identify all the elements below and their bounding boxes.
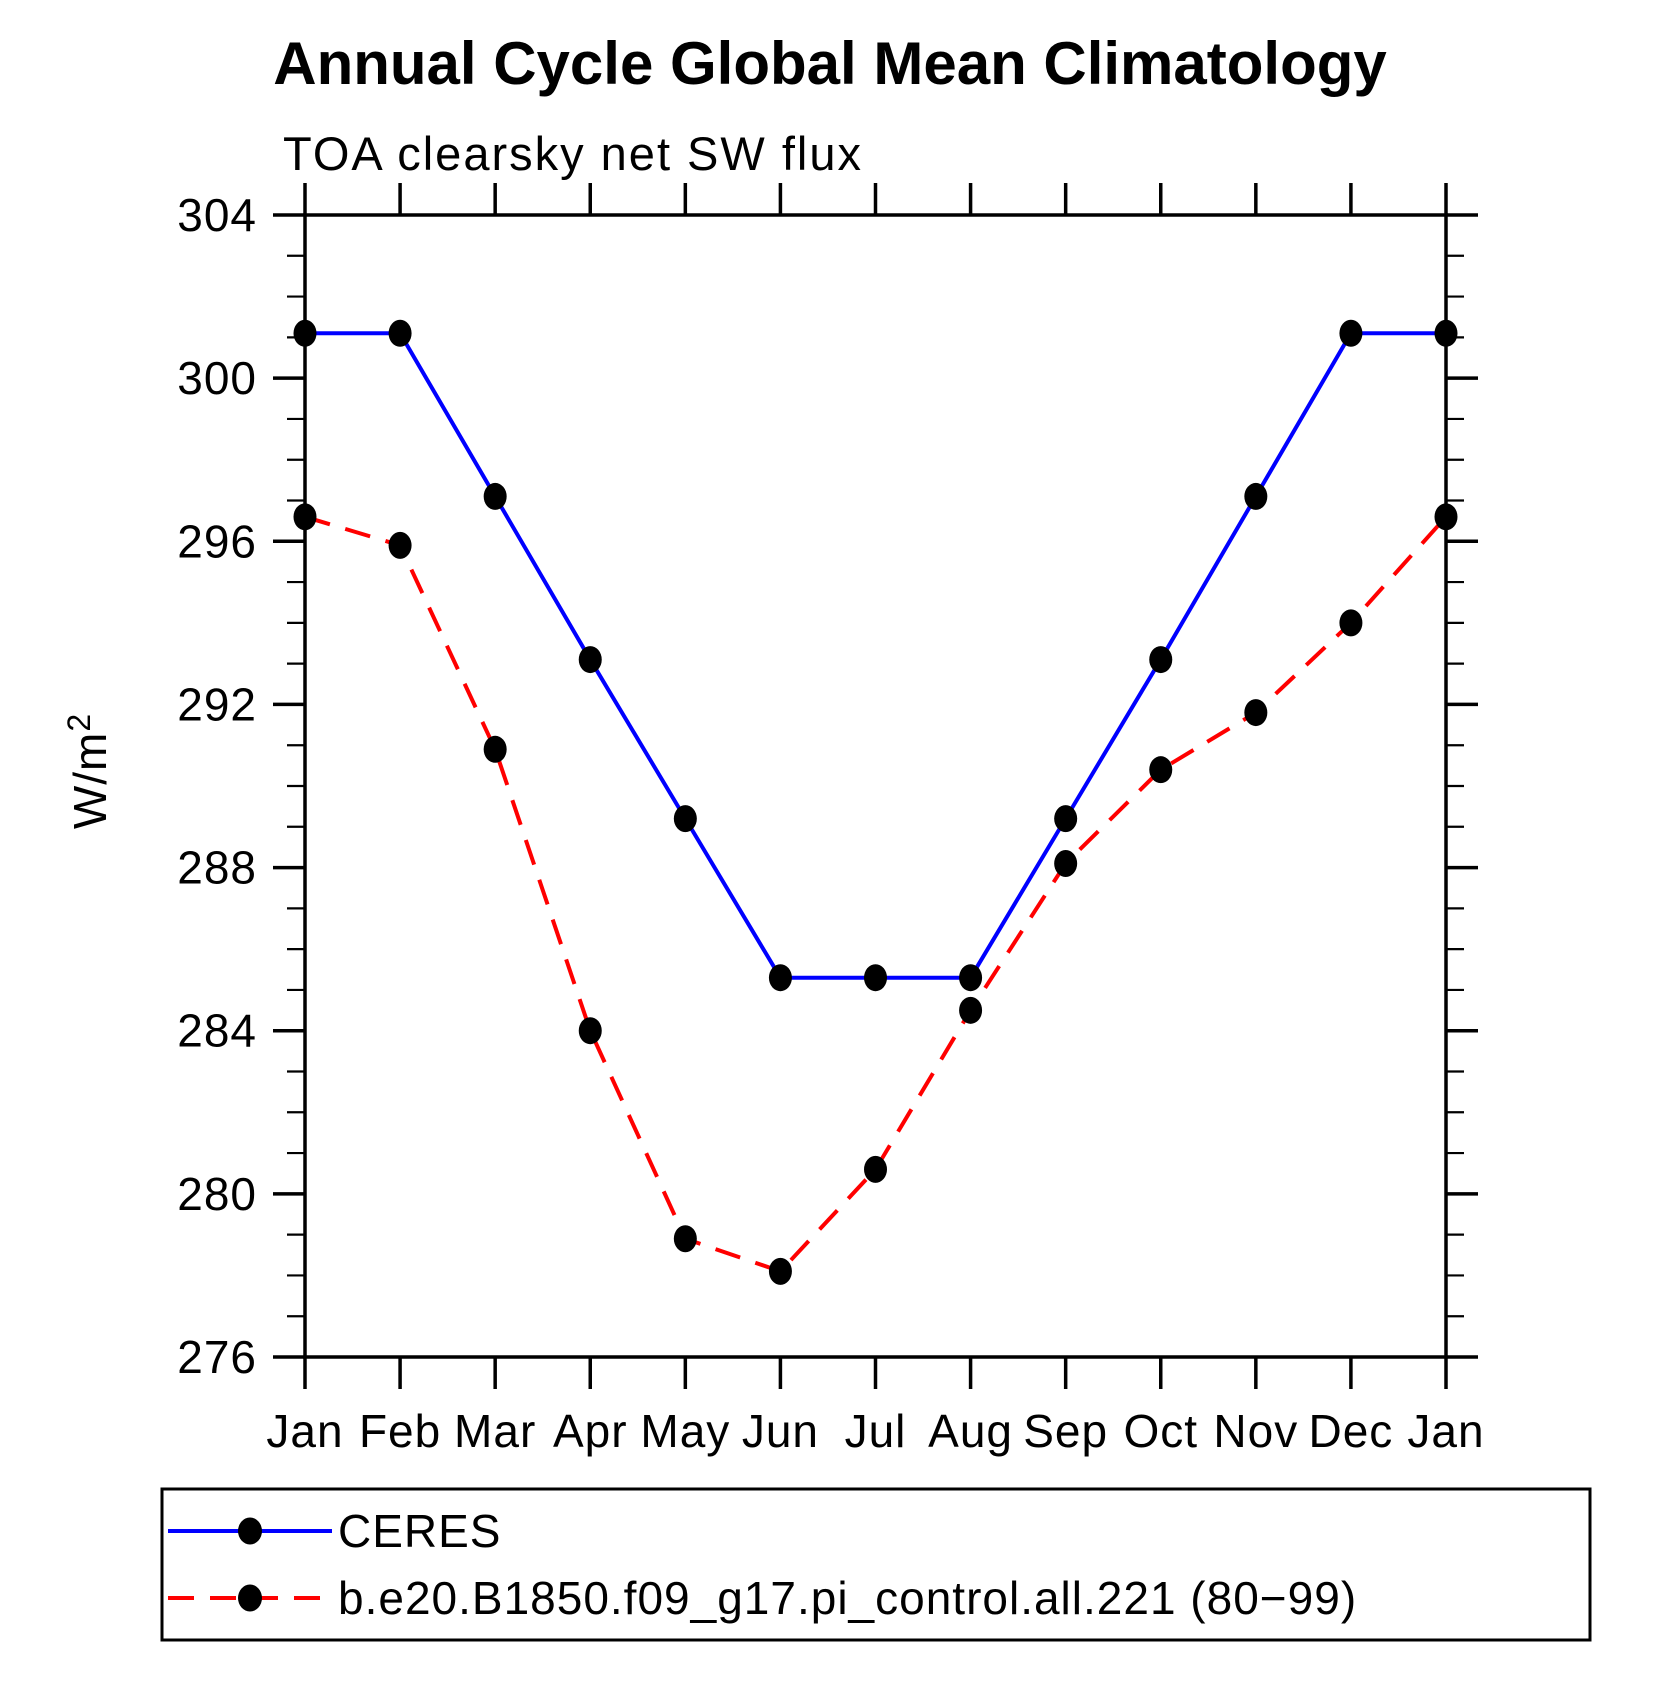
x-tick-label: Jan bbox=[1407, 1405, 1484, 1457]
chart-legend: CERES b.e20.B1850.f09_g17.pi_control.all.… bbox=[160, 1487, 1592, 1642]
x-tick-label: Jul bbox=[845, 1405, 907, 1457]
chart-title: Annual Cycle Global Mean Climatology bbox=[273, 30, 1387, 97]
x-tick-label: Feb bbox=[359, 1405, 441, 1457]
x-tick-label: May bbox=[640, 1405, 730, 1457]
data-point bbox=[673, 805, 697, 833]
data-point bbox=[578, 1017, 602, 1045]
data-point bbox=[1244, 699, 1268, 727]
data-point bbox=[1339, 609, 1363, 637]
legend-box bbox=[160, 1487, 1592, 1642]
legend-sample-marker-1 bbox=[238, 1584, 262, 1612]
data-point bbox=[388, 319, 412, 347]
data-point bbox=[959, 996, 983, 1024]
data-point bbox=[578, 646, 602, 674]
x-tick-label: Mar bbox=[454, 1405, 536, 1457]
y-tick-label: 304 bbox=[177, 189, 257, 241]
x-tick-label: Jan bbox=[266, 1405, 343, 1457]
x-tick-label: Sep bbox=[1023, 1405, 1108, 1457]
x-tick-label: Apr bbox=[553, 1405, 628, 1457]
y-tick-label: 284 bbox=[177, 1005, 257, 1057]
y-tick-label: 288 bbox=[177, 842, 257, 894]
y-axis-label-base: W/m bbox=[64, 732, 116, 830]
legend-sample-marker-0 bbox=[238, 1517, 262, 1545]
data-point bbox=[864, 964, 887, 992]
y-tick-label: 280 bbox=[177, 1168, 257, 1220]
plot-series bbox=[293, 319, 1458, 1285]
x-tick-label: Dec bbox=[1309, 1405, 1394, 1457]
data-point bbox=[1434, 503, 1458, 531]
y-tick-label: 296 bbox=[177, 515, 257, 567]
data-point bbox=[293, 503, 317, 531]
data-point bbox=[768, 964, 792, 992]
data-point bbox=[673, 1225, 697, 1253]
data-point bbox=[1434, 319, 1458, 347]
data-point bbox=[388, 531, 412, 559]
x-tick-label: Nov bbox=[1213, 1405, 1298, 1457]
x-tick-label: Aug bbox=[928, 1405, 1013, 1457]
data-point bbox=[1244, 482, 1268, 510]
data-point bbox=[864, 1155, 887, 1183]
plot-frame bbox=[303, 213, 1448, 1359]
chart-subtitle: TOA clearsky net SW flux bbox=[283, 127, 863, 180]
data-point bbox=[959, 964, 983, 992]
data-point bbox=[1339, 319, 1363, 347]
data-point bbox=[293, 319, 317, 347]
data-point bbox=[483, 735, 507, 763]
y-tick-label: 276 bbox=[177, 1331, 257, 1383]
y-tick-label: 292 bbox=[177, 678, 257, 730]
data-point bbox=[1149, 646, 1173, 674]
data-point bbox=[768, 1257, 792, 1285]
data-point bbox=[1054, 849, 1078, 877]
data-point bbox=[1149, 756, 1173, 784]
legend-label-0: CERES bbox=[338, 1505, 501, 1557]
y-axis-label: W/m2 bbox=[61, 713, 116, 829]
y-axis-label-superscript: 2 bbox=[61, 713, 97, 732]
data-point bbox=[483, 482, 507, 510]
y-tick-label: 300 bbox=[177, 352, 257, 404]
data-point bbox=[1054, 805, 1078, 833]
legend-label-1: b.e20.B1850.f09_g17.pi_control.all.221 (… bbox=[338, 1572, 1357, 1624]
x-tick-label: Oct bbox=[1123, 1405, 1198, 1457]
series-line-0 bbox=[305, 331, 1446, 980]
x-tick-label: Jun bbox=[742, 1405, 819, 1457]
